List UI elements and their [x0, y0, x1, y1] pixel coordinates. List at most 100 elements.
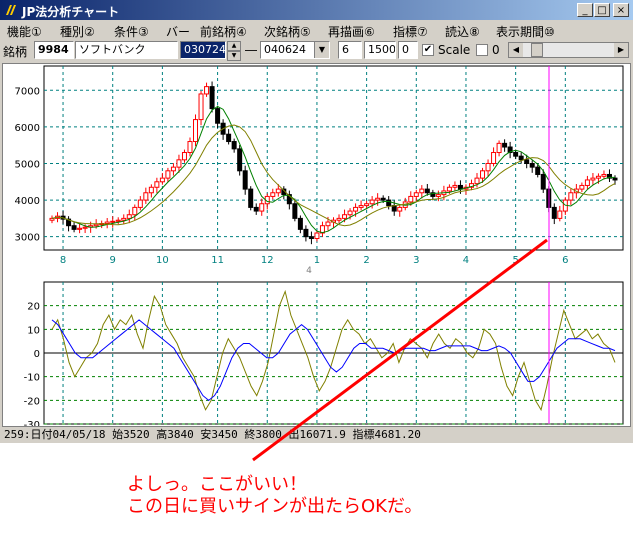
candle-body	[93, 223, 99, 227]
candle-body	[297, 217, 303, 230]
stock-code-input[interactable]: 9984	[34, 41, 74, 59]
status-bar: 259:日付04/05/18 始3520 高3840 安3450 終3800 出…	[4, 428, 421, 441]
candle-body	[126, 214, 132, 219]
candle-body	[231, 141, 237, 150]
menu-next-stock[interactable]: 次銘柄⑤	[264, 25, 311, 39]
osc-y-tick-label: -20	[24, 396, 40, 407]
candle-body	[292, 203, 298, 219]
year-marker-label: 4	[306, 266, 312, 276]
month-label: 6	[562, 255, 568, 266]
candle-body	[165, 170, 171, 179]
candle-body	[325, 221, 331, 227]
price-y-tick-label: 7000	[15, 86, 40, 97]
candle-body	[606, 173, 612, 179]
menu-display-period[interactable]: 表示期間⑩	[496, 25, 555, 39]
candle-body	[77, 227, 83, 230]
scale-label: Scale	[438, 43, 471, 57]
close-button[interactable]: ×	[613, 3, 629, 17]
oscillator-line	[51, 289, 616, 412]
spin-down-icon[interactable]: ▼	[227, 51, 241, 61]
menu-bar-item[interactable]: バー	[166, 25, 191, 39]
candle-body	[474, 177, 480, 185]
param-1-input[interactable]: 6	[338, 41, 362, 59]
candle-body	[485, 162, 491, 172]
menu-bar: 機能① 種別② 条件③ バー 前銘柄④ 次銘柄⑤ 再描画⑥ 指標⑦ 読込⑧ 表示…	[0, 20, 633, 39]
candle-body	[115, 219, 121, 222]
candle-body	[408, 195, 414, 203]
month-label: 10	[156, 255, 169, 266]
candle-body	[452, 184, 458, 188]
candle-body	[336, 217, 342, 221]
candle-body	[253, 206, 259, 212]
month-label: 12	[261, 255, 274, 266]
candle-body	[480, 170, 486, 179]
candle-body	[612, 177, 618, 181]
menu-load[interactable]: 読込⑧	[445, 25, 480, 39]
candle-body	[308, 236, 314, 240]
menu-prev-stock[interactable]: 前銘柄④	[200, 25, 247, 39]
price-y-tick-label: 6000	[15, 123, 40, 134]
date-to-select[interactable]: 040624 ▼	[260, 41, 330, 59]
menu-jouken[interactable]: 条件③	[114, 25, 149, 39]
annotation-line-1: よしっ。ここがいい！	[127, 474, 307, 495]
menu-indicator[interactable]: 指標⑦	[393, 25, 428, 39]
minimize-button[interactable]: _	[577, 3, 593, 17]
month-label: 9	[110, 255, 116, 266]
date-from-input[interactable]: 030724	[180, 41, 226, 59]
candle-body	[358, 205, 364, 208]
candle-body	[193, 119, 199, 143]
zero-checkbox[interactable]	[476, 44, 488, 56]
candle-body	[314, 232, 320, 240]
candle-body	[347, 210, 353, 216]
price-y-tick-label: 4000	[15, 196, 40, 207]
menu-redraw[interactable]: 再描画⑥	[328, 25, 375, 39]
spin-up-icon[interactable]: ▲	[227, 41, 241, 51]
candle-body	[242, 170, 248, 190]
candle-body	[286, 194, 292, 205]
candle-body	[397, 206, 403, 212]
candle-body	[491, 152, 497, 164]
scale-checkbox[interactable]: ✔	[422, 44, 434, 56]
chart-area: 7000 6000 5000 4000 3000 8 9 10 11 12 1 2 3 4 5 6 4 20 10 0…	[2, 63, 631, 431]
candle-body	[215, 108, 221, 124]
period-scrollbar[interactable]: ◀ ▶	[508, 42, 629, 58]
candle-body	[303, 228, 309, 238]
title-bar: JP法分析チャート _ □ ×	[0, 0, 633, 20]
candle-body	[66, 218, 72, 227]
candle-body	[204, 86, 210, 95]
candle-body	[518, 155, 524, 161]
menu-kinou[interactable]: 機能①	[7, 25, 42, 39]
scroll-right-icon[interactable]: ▶	[614, 43, 628, 57]
param-3-input[interactable]: 0	[398, 41, 418, 59]
month-label: 8	[60, 255, 66, 266]
scroll-thumb[interactable]	[531, 43, 543, 57]
candle-body	[595, 175, 601, 179]
chevron-down-icon[interactable]: ▼	[314, 42, 329, 58]
price-y-tick-label: 3000	[15, 233, 40, 244]
candle-body	[557, 210, 563, 219]
candle-body	[496, 142, 502, 154]
candle-body	[110, 220, 116, 223]
candle-body	[187, 141, 193, 154]
candle-body	[270, 192, 276, 197]
date-to-value: 040624	[264, 43, 306, 56]
candle-body	[507, 146, 513, 154]
menu-shubetsu[interactable]: 種別②	[60, 25, 95, 39]
maximize-button[interactable]: □	[594, 3, 610, 17]
candle-body	[82, 226, 88, 229]
candle-body	[143, 192, 149, 201]
osc-y-tick-label: 0	[34, 349, 40, 360]
candle-body	[579, 184, 585, 190]
candle-body	[551, 206, 557, 219]
param-2-input[interactable]: 1500	[364, 41, 396, 59]
candle-body	[535, 166, 541, 175]
scroll-left-icon[interactable]: ◀	[509, 43, 523, 57]
candle-body	[375, 197, 381, 201]
date-range-dash: ―	[245, 43, 257, 57]
candle-body	[209, 86, 215, 110]
stock-name-input[interactable]: ソフトバンク	[75, 41, 178, 59]
candle-body	[275, 188, 281, 194]
date-from-spinner[interactable]: ▲ ▼	[227, 41, 241, 61]
annotation-line-2: この日に買いサインが出たらOKだ。	[127, 496, 423, 517]
